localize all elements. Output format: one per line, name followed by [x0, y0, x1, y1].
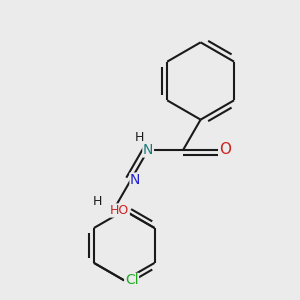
- Text: H: H: [134, 131, 144, 145]
- Text: N: N: [130, 173, 140, 187]
- Text: N: N: [143, 143, 153, 157]
- Text: Cl: Cl: [125, 273, 138, 287]
- Text: H: H: [93, 195, 102, 208]
- Text: O: O: [220, 142, 232, 158]
- Text: HO: HO: [110, 204, 129, 217]
